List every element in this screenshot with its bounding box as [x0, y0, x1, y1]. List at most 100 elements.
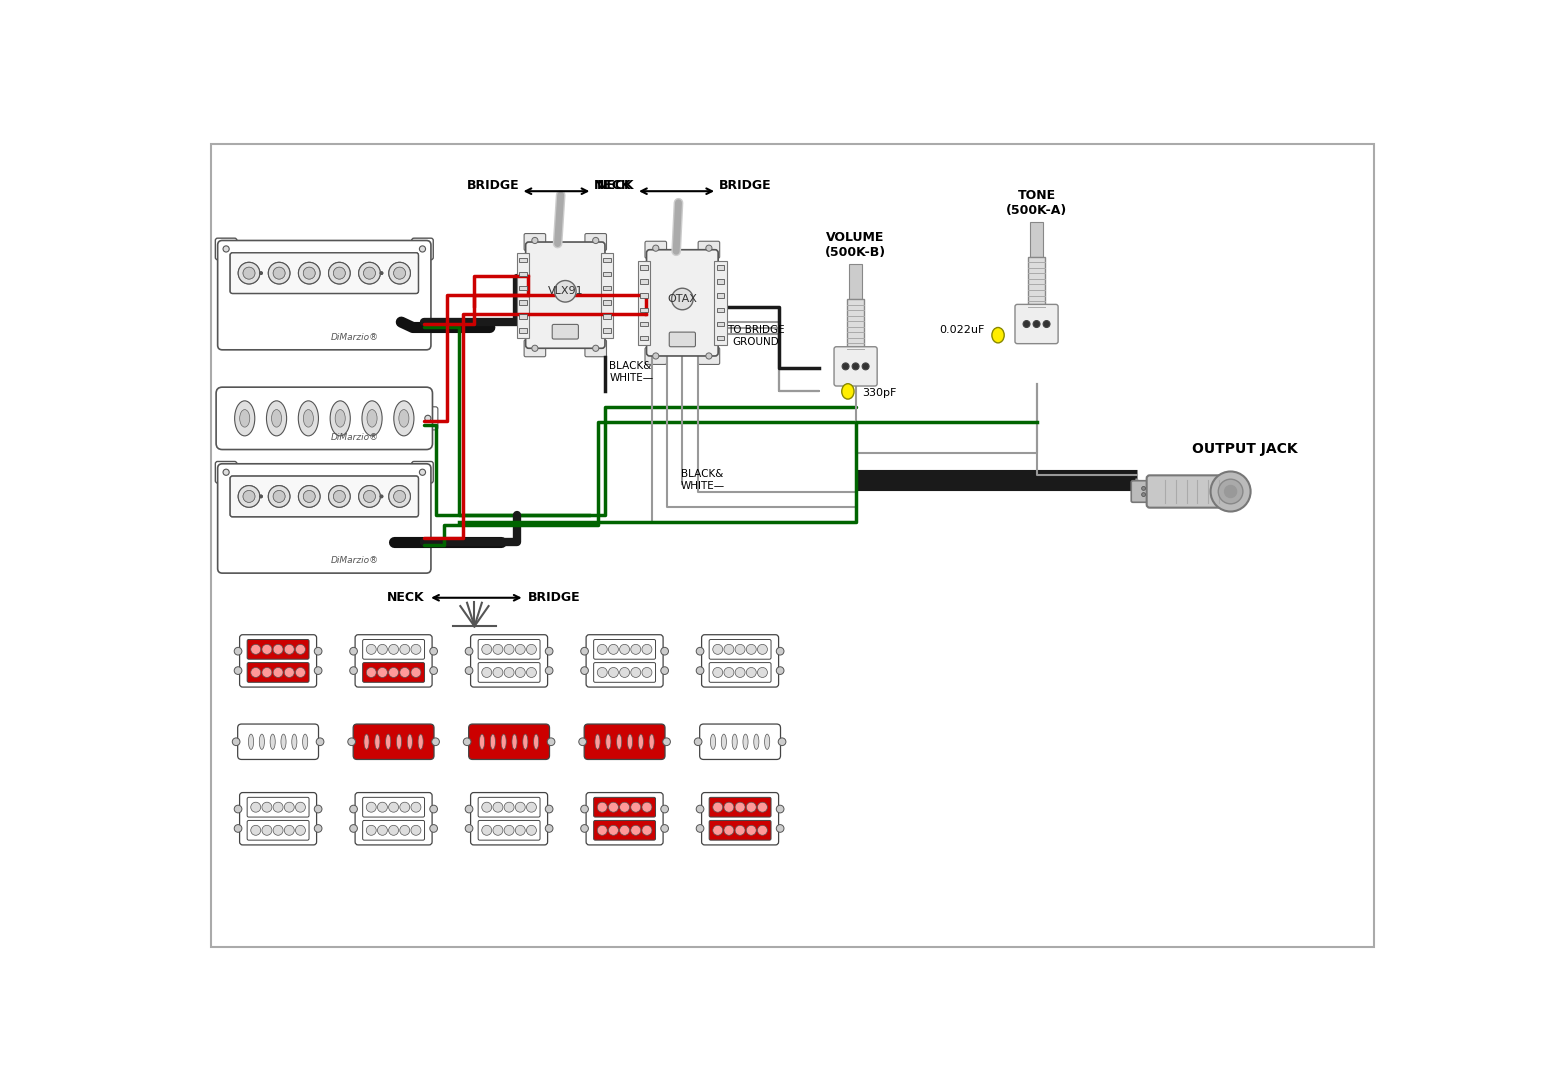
Circle shape: [713, 667, 722, 677]
Ellipse shape: [407, 734, 413, 750]
Circle shape: [696, 806, 704, 813]
Circle shape: [381, 272, 382, 274]
Circle shape: [399, 802, 410, 812]
Circle shape: [661, 806, 668, 813]
FancyBboxPatch shape: [470, 635, 548, 687]
FancyBboxPatch shape: [603, 314, 611, 319]
FancyBboxPatch shape: [418, 407, 438, 430]
FancyBboxPatch shape: [594, 663, 656, 683]
FancyBboxPatch shape: [552, 324, 579, 339]
Circle shape: [425, 416, 432, 421]
Circle shape: [232, 738, 240, 745]
FancyBboxPatch shape: [215, 461, 237, 483]
FancyBboxPatch shape: [526, 242, 605, 348]
Circle shape: [388, 645, 399, 654]
Ellipse shape: [399, 409, 408, 427]
Circle shape: [285, 802, 294, 812]
Circle shape: [412, 667, 421, 677]
Circle shape: [399, 825, 410, 835]
Circle shape: [746, 825, 756, 835]
Circle shape: [268, 262, 289, 284]
FancyBboxPatch shape: [716, 322, 724, 326]
Circle shape: [412, 645, 421, 654]
Text: DiMarzio®: DiMarzio®: [331, 556, 379, 566]
Circle shape: [758, 825, 767, 835]
Circle shape: [367, 667, 376, 677]
Ellipse shape: [299, 401, 319, 436]
Circle shape: [393, 267, 405, 279]
FancyBboxPatch shape: [603, 286, 611, 291]
Circle shape: [735, 825, 746, 835]
FancyBboxPatch shape: [1131, 481, 1151, 502]
Circle shape: [419, 469, 425, 475]
Circle shape: [412, 802, 421, 812]
Circle shape: [350, 647, 357, 656]
FancyBboxPatch shape: [716, 280, 724, 284]
Circle shape: [466, 647, 473, 656]
FancyBboxPatch shape: [594, 639, 656, 659]
Circle shape: [295, 802, 305, 812]
Circle shape: [777, 825, 784, 833]
FancyBboxPatch shape: [231, 476, 418, 516]
Circle shape: [642, 802, 651, 812]
FancyBboxPatch shape: [647, 249, 718, 356]
Circle shape: [493, 645, 503, 654]
FancyBboxPatch shape: [603, 328, 611, 333]
Circle shape: [334, 490, 345, 502]
FancyBboxPatch shape: [603, 257, 611, 262]
Ellipse shape: [710, 734, 716, 750]
Circle shape: [545, 647, 552, 656]
FancyBboxPatch shape: [520, 314, 528, 319]
Circle shape: [260, 272, 261, 274]
Ellipse shape: [721, 734, 727, 750]
Circle shape: [234, 647, 241, 656]
Circle shape: [388, 262, 410, 284]
Circle shape: [608, 645, 619, 654]
Circle shape: [299, 486, 320, 508]
Circle shape: [316, 738, 323, 745]
Circle shape: [724, 667, 733, 677]
Ellipse shape: [639, 734, 644, 750]
Circle shape: [377, 802, 387, 812]
Circle shape: [430, 825, 438, 833]
FancyBboxPatch shape: [248, 639, 309, 659]
Circle shape: [260, 496, 261, 498]
Circle shape: [778, 738, 786, 745]
Circle shape: [735, 667, 746, 677]
FancyBboxPatch shape: [603, 272, 611, 276]
Circle shape: [580, 666, 588, 674]
Circle shape: [381, 496, 382, 498]
FancyBboxPatch shape: [716, 294, 724, 298]
Circle shape: [504, 825, 514, 835]
Circle shape: [303, 490, 316, 502]
Circle shape: [580, 647, 588, 656]
Circle shape: [364, 267, 376, 279]
Circle shape: [328, 486, 350, 508]
Circle shape: [724, 825, 733, 835]
Circle shape: [580, 806, 588, 813]
FancyBboxPatch shape: [670, 333, 696, 347]
Circle shape: [388, 667, 399, 677]
Circle shape: [260, 496, 261, 498]
FancyBboxPatch shape: [469, 724, 549, 759]
Circle shape: [388, 802, 399, 812]
Circle shape: [367, 825, 376, 835]
Circle shape: [303, 490, 316, 502]
FancyBboxPatch shape: [478, 639, 540, 659]
Circle shape: [1033, 321, 1040, 327]
Circle shape: [504, 645, 514, 654]
Circle shape: [466, 666, 473, 674]
Circle shape: [735, 802, 746, 812]
FancyBboxPatch shape: [640, 336, 648, 340]
FancyBboxPatch shape: [478, 663, 540, 683]
Text: BRIDGE: BRIDGE: [718, 178, 770, 191]
Circle shape: [285, 825, 294, 835]
Circle shape: [579, 738, 586, 745]
FancyBboxPatch shape: [848, 299, 865, 349]
Circle shape: [758, 667, 767, 677]
FancyBboxPatch shape: [640, 322, 648, 326]
Circle shape: [295, 667, 305, 677]
FancyBboxPatch shape: [362, 639, 424, 659]
FancyBboxPatch shape: [716, 308, 724, 312]
Circle shape: [367, 645, 376, 654]
